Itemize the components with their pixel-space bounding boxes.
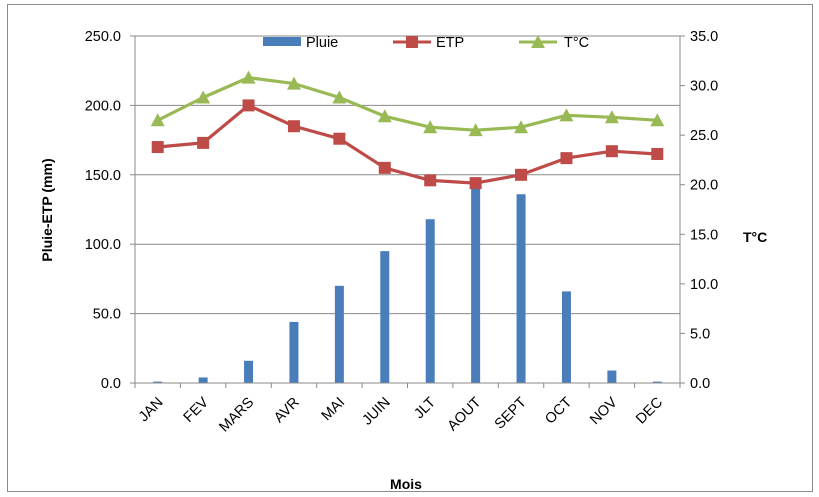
etp-marker [197, 136, 210, 149]
x-tick-label: OCT [542, 394, 575, 427]
legend-label-pluie: Pluie [306, 35, 338, 51]
y2-tick-label: 30.0 [690, 79, 718, 95]
temp-marker [468, 123, 483, 137]
tick-labels: 0.0 50.0 100.0 150.0 200.0 250.0 0.0 5.0 10.0 15.… [85, 29, 719, 435]
x-tick-label: SEPT [492, 394, 530, 432]
etp-marker [378, 161, 391, 174]
pluie-bar [652, 381, 662, 383]
temp-marker [514, 120, 529, 134]
y2-tick-label: 25.0 [690, 128, 718, 144]
x-tick-label: MARS [216, 395, 257, 436]
x-tick-label: NOV [587, 394, 621, 428]
x-tick-label: JAN [136, 395, 167, 426]
etp-marker [424, 174, 437, 187]
pluie-bar [607, 370, 617, 383]
pluie-bar [334, 285, 344, 383]
etp-marker [560, 152, 573, 165]
etp-marker [151, 141, 164, 154]
y-tick-label: 250.0 [85, 29, 121, 45]
pluie-bar [425, 219, 435, 383]
legend-marker-temp [531, 35, 545, 48]
pluie-bar [153, 381, 163, 383]
legend: Pluie ETP T°C [263, 35, 589, 51]
temp-marker [604, 110, 619, 124]
y-tick-label: 100.0 [85, 237, 121, 253]
temp-marker [650, 113, 665, 127]
series-lines [150, 70, 665, 190]
pluie-bar [380, 251, 390, 383]
etp-marker [242, 99, 255, 112]
y2-tick-label: 15.0 [690, 227, 718, 243]
x-tick-label: FEV [181, 394, 212, 425]
x-tick-label: MAI [319, 395, 349, 425]
temp-marker [286, 76, 301, 90]
legend-swatch-pluie [263, 37, 301, 46]
chart-frame [7, 4, 813, 492]
pluie-bar [516, 194, 526, 383]
etp-marker [469, 177, 482, 190]
temp-marker [332, 90, 347, 104]
etp-marker [333, 132, 346, 145]
y-axis-title: Pluie-ETP (mm) [39, 158, 55, 261]
etp-line [157, 103, 658, 185]
legend-label-temp: T°C [564, 35, 589, 51]
etp-marker [287, 120, 300, 133]
y-tick-label: 200.0 [85, 98, 121, 114]
pluie-bar [471, 185, 481, 383]
y-tick-label: 0.0 [101, 376, 121, 392]
etp-marker [605, 145, 618, 158]
pluie-bar [198, 377, 208, 383]
legend-label-etp: ETP [436, 35, 464, 51]
temp-marker [377, 109, 392, 123]
axes [130, 35, 685, 388]
pluie-bar [289, 321, 299, 383]
y2-tick-label: 10.0 [690, 277, 718, 293]
x-tick-label: JUIN [360, 395, 394, 429]
x-axis-title: Mois [390, 476, 422, 492]
temp-marker [423, 120, 438, 134]
x-tick-label: AOUT [445, 394, 485, 434]
etp-marker [515, 168, 528, 181]
temp-marker [196, 90, 211, 104]
etp-marker [651, 147, 664, 160]
legend-marker-etp [406, 36, 418, 48]
x-tick-label: AVR [271, 395, 303, 427]
pluie-bars [153, 185, 662, 383]
y2-tick-label: 20.0 [690, 178, 718, 194]
y2-tick-label: 0.0 [690, 376, 710, 392]
x-tick-label: JLT [411, 394, 439, 422]
y2-axis-title: T°C [743, 229, 767, 245]
x-tick-label: DEC [633, 395, 666, 428]
y-tick-label: 150.0 [85, 168, 121, 184]
temp-line [156, 76, 658, 132]
temp-marker [559, 108, 574, 122]
y-tick-label: 50.0 [93, 307, 121, 323]
temp-marker [241, 70, 256, 84]
temp-marker [150, 113, 165, 127]
pluie-bar [561, 291, 571, 383]
y2-tick-label: 35.0 [690, 29, 718, 45]
y2-tick-label: 5.0 [690, 326, 710, 342]
pluie-bar [244, 360, 254, 383]
